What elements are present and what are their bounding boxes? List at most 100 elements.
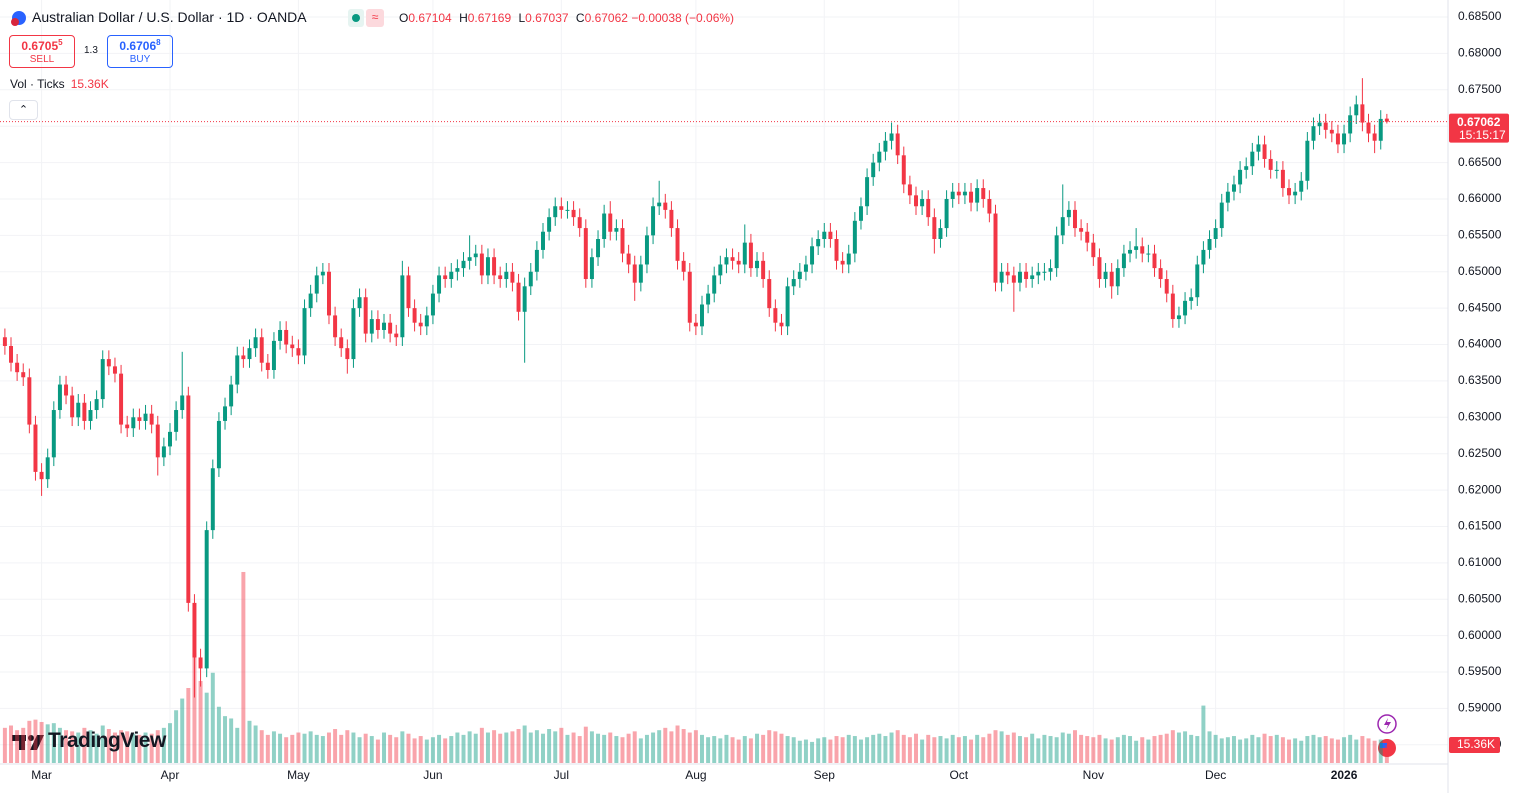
candle-body [467, 257, 472, 261]
candle-body [1011, 275, 1016, 283]
candle-body [803, 264, 808, 272]
candle-body [840, 260, 845, 265]
candle-body [687, 271, 692, 323]
volume-bar [975, 734, 980, 763]
candle-body [1048, 268, 1053, 272]
y-tick-label: 0.61000 [1458, 555, 1502, 569]
candle-body [620, 228, 625, 254]
candle-body [1213, 228, 1218, 240]
side-buttons[interactable] [1377, 714, 1397, 757]
candle-body [64, 384, 69, 396]
volume-bar [1372, 740, 1377, 763]
candle-body [1317, 122, 1322, 127]
candle-body [706, 293, 711, 305]
volume-bar [369, 736, 374, 763]
candle-body [449, 271, 454, 280]
volume-bar [681, 729, 686, 763]
candle-body [149, 413, 154, 425]
candle-body [1024, 271, 1029, 280]
volume-bar [174, 710, 179, 763]
candle-body [969, 191, 974, 203]
candle-body [70, 395, 75, 418]
candle-body [1238, 169, 1243, 185]
candle-body [926, 198, 931, 218]
candle-body [938, 228, 943, 240]
x-tick-label: Sep [814, 768, 836, 782]
volume-bar [1030, 733, 1035, 763]
volume-bar [644, 734, 649, 763]
candle-body [302, 308, 307, 356]
volume-bar [1091, 737, 1096, 763]
candle-body [479, 253, 484, 276]
volume-bar [357, 737, 362, 763]
candle-body [1128, 249, 1133, 254]
volume-bar [155, 730, 160, 763]
volume-bar [57, 727, 62, 763]
candle-body [375, 319, 380, 330]
buy-button[interactable]: 0.67068 BUY [107, 35, 173, 68]
volume-bar [88, 730, 93, 763]
candle-body [1293, 191, 1298, 196]
candle-body [437, 275, 442, 294]
volume-bar [430, 737, 435, 763]
collapse-button[interactable]: ⌃ [9, 100, 38, 120]
logo-text: TradingView [48, 729, 166, 752]
candle-body [1219, 202, 1224, 229]
candle-body [339, 337, 344, 349]
volume-bar [473, 733, 478, 763]
candle-body [1073, 209, 1077, 229]
volume-bar [846, 734, 851, 763]
volume-bar [1158, 734, 1163, 763]
candle-body [424, 315, 429, 327]
status-icons[interactable]: ≈ [348, 9, 384, 27]
volume-bar [1287, 739, 1292, 763]
ohlc-value: 0.67062 [584, 11, 628, 25]
candle-body [956, 191, 961, 196]
volume-bar [400, 731, 405, 763]
volume-bar [1348, 734, 1353, 763]
ohlc-value: 0.67037 [525, 11, 569, 25]
candle-body [186, 395, 191, 603]
volume-bar [51, 723, 56, 763]
volume-bar [1134, 740, 1139, 763]
volume-bar [1164, 733, 1169, 763]
candle-body [871, 162, 876, 178]
candle-body [137, 417, 142, 421]
candle-body [1121, 253, 1126, 269]
volume-bar [100, 725, 105, 763]
candle-body [638, 264, 643, 283]
ohlc-key: H [459, 11, 468, 25]
candle-body [241, 355, 246, 360]
candle-body [265, 362, 270, 371]
candle-body [816, 239, 821, 247]
volume-bar [382, 732, 387, 763]
candle-body [39, 471, 44, 480]
candle-body [333, 315, 338, 338]
candle-body [161, 446, 166, 458]
candle-body [571, 209, 576, 218]
volume-bar [229, 718, 234, 763]
volume-bar [907, 737, 912, 763]
volume-bar [1073, 730, 1077, 763]
candle-body [27, 377, 32, 425]
volume-bar [651, 732, 656, 763]
candle-body [828, 231, 833, 240]
candle-body [712, 275, 717, 294]
volume-bar [577, 736, 582, 763]
candle-body [119, 373, 124, 425]
candle-body [406, 275, 411, 309]
sell-button[interactable]: 0.67055 SELL [9, 35, 75, 68]
candle-body [174, 410, 179, 432]
candle-body [229, 384, 234, 407]
buy-label: BUY [129, 54, 151, 65]
volume-bar [216, 706, 221, 763]
candle-body [357, 297, 362, 309]
candle-body [314, 275, 319, 294]
candle-body [143, 413, 148, 421]
candle-body [522, 286, 527, 312]
candle-body [1354, 104, 1359, 116]
candle-body [180, 395, 185, 411]
volume-bar [2, 727, 7, 763]
volume-bar [247, 720, 252, 763]
x-tick-label: Nov [1083, 768, 1104, 782]
